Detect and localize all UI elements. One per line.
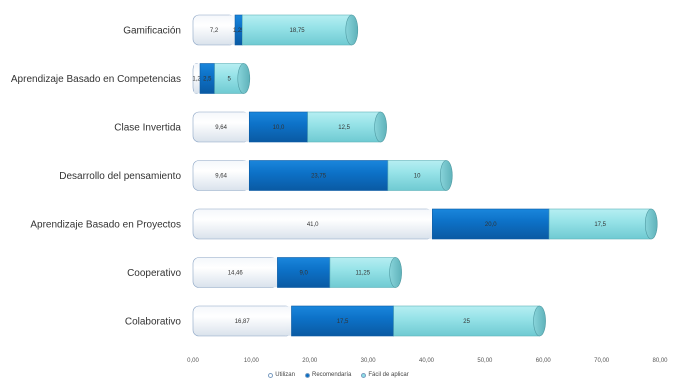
- value-label-utilizan-clase-invertida: 9,64: [215, 125, 227, 131]
- legend-swatch-recomendaria: [304, 372, 310, 378]
- legend-label-utilizan: Utilizan: [275, 372, 295, 378]
- value-label-recomendaria-colaborativo: 17,5: [337, 319, 349, 325]
- legend-label-facil-de-aplicar: Fácil de aplicar: [368, 372, 409, 378]
- bar-end-cap-desarrollo-del-pensamiento: [439, 160, 453, 191]
- bar-recomendaria-clase-invertida: [248, 111, 308, 143]
- bar-facil-de-aplicar-colaborativo: [393, 305, 540, 337]
- bar-joint-cooperativo: [271, 257, 278, 288]
- bar-recomendaria-desarrollo-del-pensamiento: [248, 160, 389, 191]
- legend-label-recomendaria: Recomendaría: [311, 372, 352, 378]
- bar-facil-de-aplicar-clase-invertida: [307, 111, 381, 143]
- bar-recomendaria-colaborativo: [291, 305, 394, 337]
- category-label-clase-invertida: Clase Invertida: [114, 123, 181, 134]
- bar-end-cap-colaborativo: [533, 305, 546, 337]
- bar-end-cap-aprendizaje-basado-en-competencias: [237, 63, 251, 94]
- bar-joint-aprendizaje-basado-en-proyectos: [426, 209, 433, 239]
- value-label-facil-de-aplicar-aprendizaje-basado-en-proyectos: 17,5: [594, 222, 606, 228]
- x-tick-label: 10,00: [244, 358, 260, 364]
- value-label-recomendaria-desarrollo-del-pensamiento: 23,75: [311, 174, 327, 180]
- bar-recomendaria-cooperativo: [277, 257, 331, 288]
- category-label-gamificacion: Gamificación: [123, 26, 181, 37]
- bar-end-cap-gamificacion: [345, 14, 359, 46]
- x-tick-label: 0,00: [187, 358, 199, 364]
- legend-swatch-utilizan: [268, 372, 274, 378]
- legend-item-facil-de-aplicar: Fácil de aplicar: [361, 372, 409, 378]
- bar-joint-desarrollo-del-pensamiento: [243, 160, 250, 191]
- value-label-utilizan-desarrollo-del-pensamiento: 9,64: [215, 174, 227, 180]
- category-label-aprendizaje-basado-en-proyectos: Aprendizaje Basado en Proyectos: [30, 220, 181, 231]
- bar-end-cap-aprendizaje-basado-en-proyectos: [644, 208, 658, 240]
- x-tick-label: 70,00: [594, 358, 610, 364]
- x-tick-label: 80,00: [652, 358, 668, 364]
- value-label-facil-de-aplicar-gamificacion: 18,75: [290, 28, 306, 34]
- chart-legend: Utilizan Recomendaría Fácil de aplicar: [0, 372, 677, 378]
- bar-end-cap-clase-invertida: [374, 111, 387, 143]
- bar-joint-colaborativo: [285, 306, 292, 336]
- value-label-utilizan-aprendizaje-basado-en-proyectos: 41,0: [307, 222, 319, 228]
- bar-joint-gamificacion: [229, 15, 236, 45]
- value-label-recomendaria-aprendizaje-basado-en-proyectos: 20,0: [485, 222, 497, 228]
- value-label-facil-de-aplicar-colaborativo: 25: [463, 319, 470, 325]
- value-label-facil-de-aplicar-clase-invertida: 12,5: [338, 125, 350, 131]
- x-tick-label: 60,00: [536, 358, 552, 364]
- bar-recomendaria-aprendizaje-basado-en-proyectos: [432, 208, 550, 240]
- bar-joint-clase-invertida: [243, 112, 250, 142]
- bar-joint-aprendizaje-basado-en-competencias: [194, 63, 201, 94]
- value-label-recomendaria-gamificacion: 1,25: [233, 28, 245, 34]
- category-label-desarrollo-del-pensamiento: Desarrollo del pensamiento: [59, 171, 181, 182]
- category-label-aprendizaje-basado-en-competencias: Aprendizaje Basado en Competencias: [11, 74, 181, 85]
- category-label-cooperativo: Cooperativo: [127, 268, 181, 279]
- value-label-facil-de-aplicar-desarrollo-del-pensamiento: 10: [414, 174, 421, 180]
- category-label-colaborativo: Colaborativo: [125, 317, 182, 328]
- legend-item-recomendaria: Recomendaría: [304, 372, 352, 378]
- value-label-utilizan-colaborativo: 16,87: [235, 319, 251, 325]
- bar-facil-de-aplicar-cooperativo: [329, 257, 396, 288]
- value-label-utilizan-gamificacion: 7,2: [210, 28, 219, 34]
- x-tick-label: 40,00: [419, 358, 435, 364]
- bar-facil-de-aplicar-aprendizaje-basado-en-proyectos: [548, 208, 652, 240]
- value-label-recomendaria-aprendizaje-basado-en-competencias: 2,5: [203, 77, 212, 83]
- bar-end-cap-cooperativo: [389, 257, 402, 288]
- value-label-utilizan-aprendizaje-basado-en-competencias: 1,2: [192, 77, 201, 83]
- bar-facil-de-aplicar-desarrollo-del-pensamiento: [387, 160, 447, 191]
- legend-item-utilizan: Utilizan: [268, 372, 295, 378]
- value-label-facil-de-aplicar-aprendizaje-basado-en-competencias: 5: [228, 77, 232, 83]
- value-label-recomendaria-clase-invertida: 10,0: [273, 125, 285, 131]
- value-label-facil-de-aplicar-cooperativo: 11,25: [355, 271, 370, 277]
- x-tick-label: 20,00: [302, 358, 318, 364]
- bar-facil-de-aplicar-gamificacion: [242, 14, 353, 46]
- x-tick-label: 50,00: [477, 358, 493, 364]
- legend-swatch-facil-de-aplicar: [361, 372, 367, 378]
- value-label-utilizan-cooperativo: 14,46: [228, 271, 244, 277]
- value-label-recomendaria-cooperativo: 9,0: [300, 271, 309, 277]
- x-tick-label: 30,00: [361, 358, 377, 364]
